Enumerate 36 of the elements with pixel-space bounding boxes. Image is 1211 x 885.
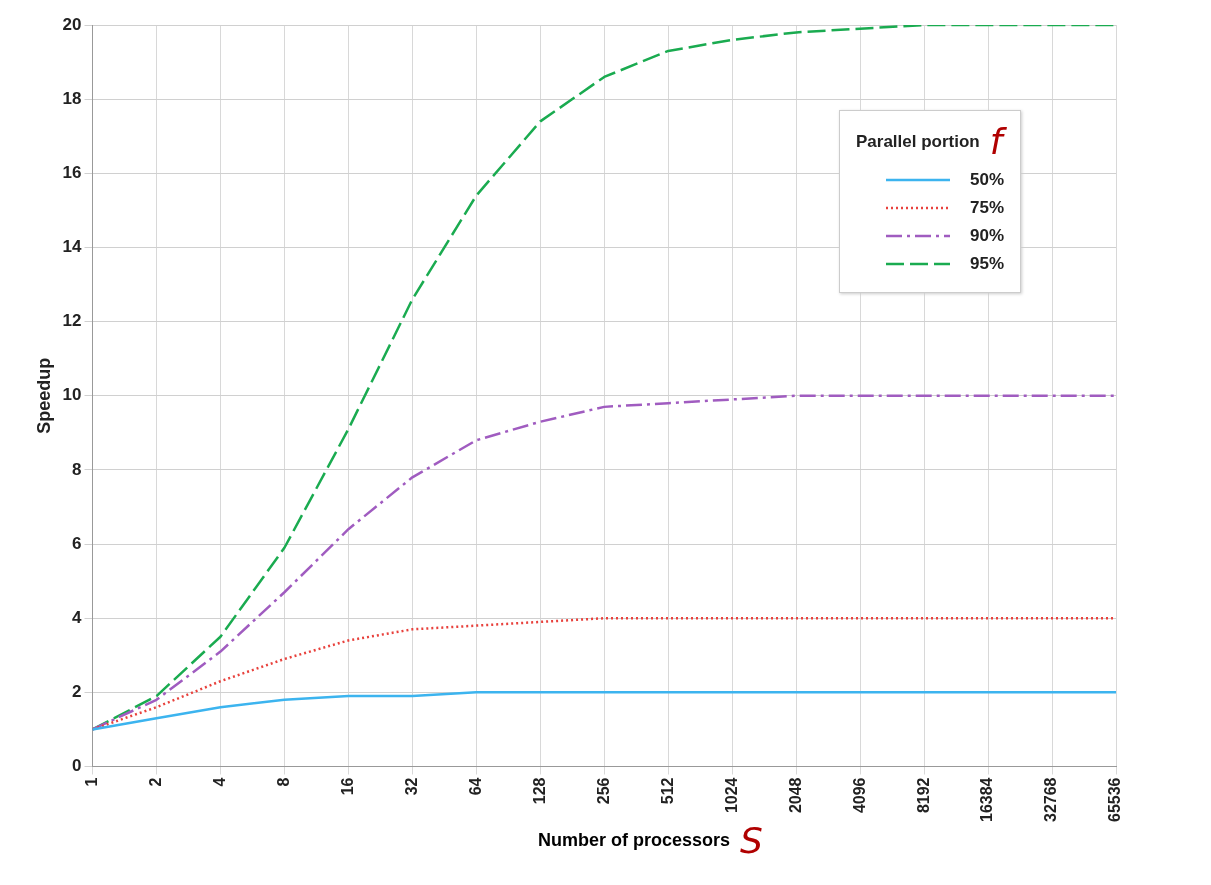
x-tick-label: 32 [402,777,420,796]
x-tick-label: 16384 [978,777,996,823]
x-tick-label: 2048 [786,777,804,814]
y-tick-label: 4 [72,607,83,627]
x-tick-label: 256 [594,777,612,805]
x-axis-title: Number of processors [538,830,731,851]
y-tick-label: 12 [62,311,82,331]
y-tick-label: 18 [62,88,82,108]
x-tick-label: 128 [530,777,548,805]
y-tick-label: 0 [72,756,82,776]
x-tick-label: 65536 [1106,777,1124,823]
x-tick-label: 64 [466,777,484,796]
x-tick-label: 16 [338,777,356,796]
y-tick-label: 6 [72,533,82,553]
y-tick-label: 16 [62,162,82,182]
legend-label: 75% [969,198,1004,218]
x-tick-label: 32768 [1042,777,1060,823]
x-tick-label: 1024 [722,777,740,814]
x-tick-label: 1 [82,777,100,787]
y-tick-label: 10 [62,385,82,405]
x-tick-label: 512 [658,777,676,805]
y-tick-label: 20 [62,14,82,34]
text: S [740,820,763,861]
legend-label: 50% [969,170,1004,190]
x-tick-label: 2 [146,777,164,787]
x-tick-label: 8 [274,777,292,787]
y-tick-label: 2 [72,682,82,702]
legend-label: 95% [969,254,1004,274]
legend-title: Parallel portion [855,131,980,152]
x-tick-label: 8192 [914,777,932,814]
legend-label: 90% [969,226,1004,246]
y-tick-label: 14 [62,237,83,257]
x-tick-label: 4096 [850,777,868,814]
y-tick-label: 8 [72,459,82,479]
x-tick-label: 4 [210,777,228,787]
y-axis-title: Speedup [33,357,54,434]
